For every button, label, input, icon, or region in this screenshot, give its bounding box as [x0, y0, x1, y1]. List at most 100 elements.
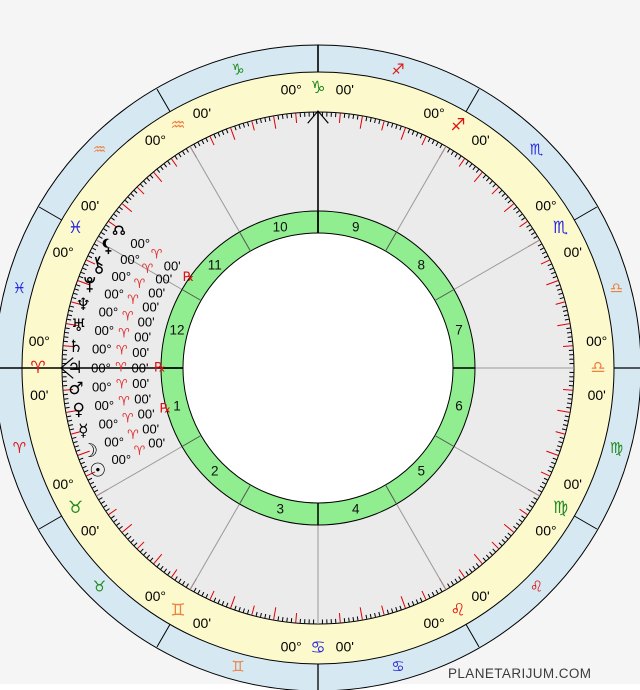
capricorn-outer-sign-icon: ♑	[231, 61, 244, 79]
sign-cusp-aquarius: ♒00°00'♒	[93, 105, 211, 158]
moon-icon: ☽	[81, 440, 98, 462]
house-number: 12	[169, 323, 184, 338]
cusp-minute-label: 00'	[471, 588, 489, 604]
cancer-sign-icon: ♋	[310, 638, 325, 658]
cusp-minute-label: 00'	[564, 476, 582, 492]
planet-rows: 00°♈00'℞00°♈00'00°♈00'00° ♈ 00'♆ 00° ♈ 00'♅ 00…	[67, 225, 195, 482]
planet-sign-glyph: ♈	[122, 412, 134, 427]
retrograde-icon: ℞	[154, 361, 166, 376]
planet-minute-label: 00'	[138, 314, 155, 329]
planet-row-uranus: ♅ 00° ♈ 00'	[71, 316, 151, 345]
house-number: 2	[211, 464, 219, 479]
house-separator	[385, 484, 397, 505]
house-separator	[434, 435, 455, 447]
sign-cusp-pisces: ♓ 00° 00' ♓	[13, 197, 99, 297]
cusp-degree-label: 00°	[53, 476, 74, 492]
north-node-icon	[112, 225, 126, 236]
retrograde-icon: ℞	[160, 401, 172, 416]
house-number: 11	[208, 257, 222, 272]
planet-row-north-node: 00°♈00'℞	[112, 225, 195, 285]
house-separator	[385, 231, 397, 252]
house-separator	[181, 435, 202, 447]
center-circle	[182, 232, 454, 504]
cusp-minute-label: 00'	[193, 105, 211, 121]
planet-sign-glyph: ♈	[151, 248, 163, 263]
jupiter-icon: ♃	[67, 358, 82, 378]
cancer-outer-sign-icon: ♋	[391, 658, 404, 676]
planet-degree-label: 00°	[91, 361, 111, 376]
aquarius-outer-sign-icon: ♒	[93, 141, 106, 159]
gemini-outer-sign-icon: ♊	[231, 658, 244, 676]
libra-outer-sign-icon: ♎	[610, 279, 623, 297]
aries-sign-icon: ♈	[30, 358, 45, 378]
sign-cusp-libra: ♎ 00° 00' ♎	[586, 279, 623, 403]
sign-divider	[156, 88, 171, 112]
midheaven-arrow-icon	[307, 110, 329, 124]
leo-outer-sign-icon: ♌	[530, 578, 543, 596]
planet-row-neptune: ♆ 00° ♈ 00'	[76, 295, 155, 329]
gemini-sign-icon: ♊	[170, 601, 185, 621]
capricorn-sign-icon: ♑	[310, 78, 325, 98]
sign-cusp-virgo: ♍ 00° 00' ♍	[535, 439, 623, 539]
house-cusp-line	[453, 446, 540, 497]
neptune-icon: ♆	[76, 295, 91, 315]
cusp-minute-label: 00'	[193, 615, 211, 631]
sign-divider	[38, 206, 62, 221]
sign-cusp-gemini: ♊00°00'♊	[145, 588, 245, 676]
planet-sign-glyph: ♈	[134, 444, 146, 459]
house-separator	[239, 484, 251, 505]
planet-minute-label: 00'	[155, 272, 172, 287]
cusp-degree-label: 00°	[29, 333, 50, 349]
mars-icon: ♂	[68, 379, 83, 399]
taurus-outer-sign-icon: ♉	[93, 578, 106, 596]
house-cusp-line	[396, 503, 447, 590]
house-number: 3	[276, 502, 284, 517]
planet-row-pluto: 00° ♈ 00'	[84, 276, 159, 315]
house-cusp-line	[96, 239, 183, 290]
house-number: 6	[455, 398, 463, 413]
cusp-degree-label: 00°	[586, 333, 607, 349]
sign-cusp-leo: ♌ 00° 00' ♌	[424, 578, 544, 631]
sign-cusp-sagittarius: ♐ 00° 00' ♐	[391, 61, 489, 149]
sign-cusp-scorpio: ♏ 00° 00' ♏	[530, 141, 582, 260]
planet-degree-label: 00°	[111, 452, 131, 467]
cusp-degree-label: 00°	[535, 523, 556, 539]
planet-sign-glyph: ♈	[116, 378, 128, 393]
cusp-minute-label: 00'	[588, 387, 606, 403]
planet-degree-label: 00°	[99, 417, 119, 432]
planet-minute-label: 00'	[142, 300, 159, 315]
cusp-minute-label: 00'	[564, 244, 582, 260]
sagittarius-outer-sign-icon: ♐	[391, 61, 404, 79]
planet-minute-label: 00'	[134, 330, 151, 345]
planet-sign-glyph: ♈	[122, 310, 134, 325]
venus-icon: ♀	[72, 400, 84, 420]
sign-divider	[465, 88, 480, 112]
watermark: PLANETARIJUM.COM	[448, 666, 592, 681]
house-number: 7	[455, 323, 463, 338]
house-number: 5	[417, 464, 425, 479]
lilith-icon	[102, 238, 114, 255]
cusp-minute-label: 00'	[336, 81, 354, 97]
uranus-icon: ♅	[71, 316, 86, 336]
retrograde-icon: ℞	[183, 270, 195, 285]
planet-degree-label: 00°	[104, 435, 124, 450]
taurus-sign-icon: ♉	[68, 498, 83, 518]
house-number: 1	[173, 398, 181, 413]
planet-row-jupiter: ♃ 00° ♈ 00' ℞	[67, 358, 165, 378]
chiron-icon	[94, 255, 103, 274]
sign-divider	[465, 624, 480, 648]
libra-sign-icon: ♎	[590, 358, 605, 378]
sign-cusp-capricorn: ♑ 00° 00' ♑	[231, 61, 354, 99]
aquarius-sign-icon: ♒	[170, 116, 185, 136]
scorpio-outer-sign-icon: ♏	[530, 141, 544, 159]
planet-row-mars: ♂ 00° ♈ 00'	[68, 376, 149, 399]
planet-minute-label: 00'	[148, 436, 165, 451]
planet-sign-glyph: ♈	[142, 262, 154, 277]
planet-sign-glyph: ♈	[116, 343, 128, 358]
mercury-icon: ☿	[78, 421, 88, 441]
planet-degree-label: 00°	[130, 236, 150, 251]
house-number: 9	[352, 220, 360, 235]
sign-cusp-taurus: ♉ 00° 00' ♉	[53, 476, 107, 595]
